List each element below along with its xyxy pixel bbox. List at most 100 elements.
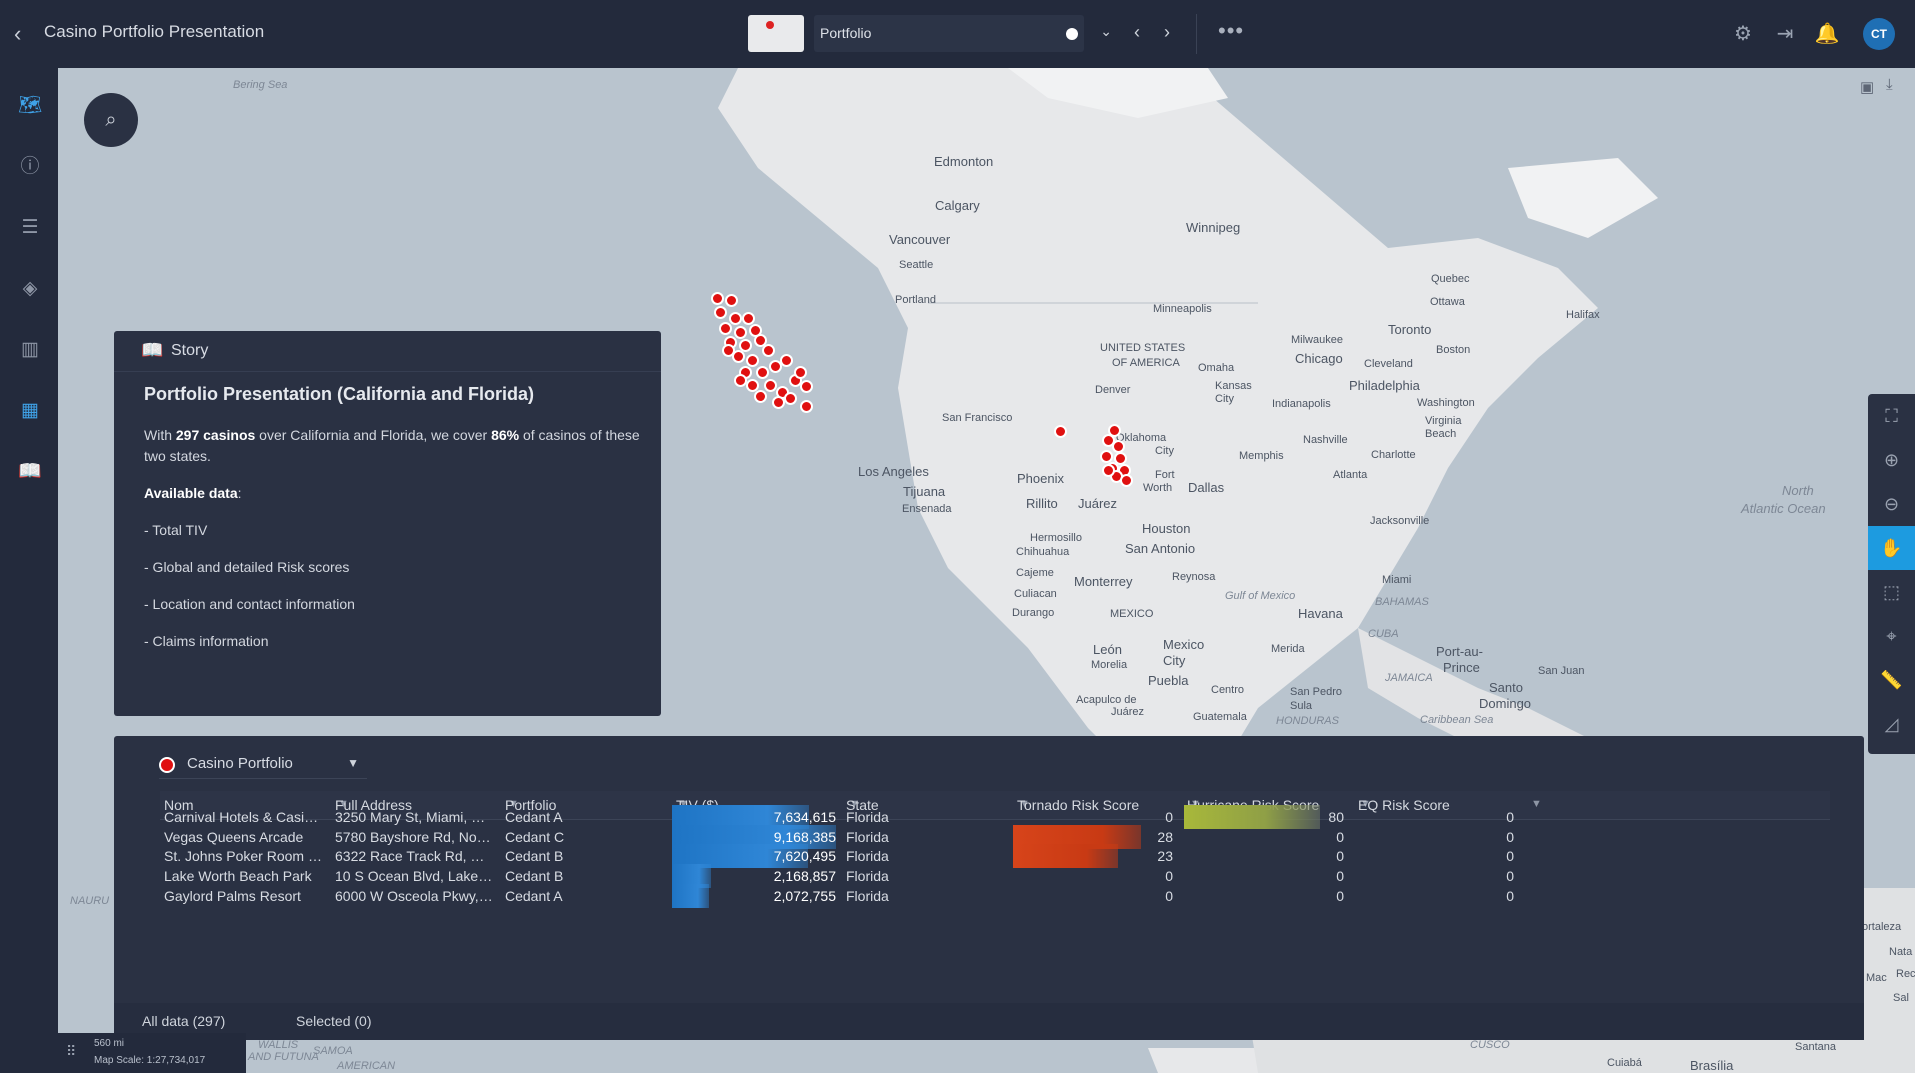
select-cursor-icon[interactable]: ⌖ — [1886, 626, 1897, 646]
casino-marker[interactable] — [1102, 464, 1115, 477]
pan-hand-icon[interactable]: ✋ — [1868, 526, 1915, 570]
column-header-portfolio[interactable]: Portfolio — [505, 797, 557, 813]
casino-marker[interactable] — [1108, 424, 1121, 437]
casino-marker[interactable] — [1112, 440, 1125, 453]
casino-marker[interactable] — [1100, 450, 1113, 463]
casino-marker[interactable] — [734, 326, 747, 339]
casino-marker[interactable] — [772, 396, 785, 409]
more-options-icon[interactable]: ••• — [1218, 18, 1245, 43]
map-label: Milwaukee — [1291, 334, 1343, 346]
next-arrow-icon[interactable]: › — [1164, 22, 1170, 42]
chevron-down-icon[interactable]: ⌄ — [1100, 23, 1112, 39]
map-label: Centro — [1211, 684, 1245, 696]
cell-state: Florida — [846, 828, 889, 845]
column-header-full-address[interactable]: Full Address — [335, 797, 413, 813]
filter-icon[interactable]: ▼ — [1019, 798, 1030, 810]
casino-marker[interactable] — [1054, 425, 1067, 438]
map-label: San Francisco — [942, 412, 1013, 424]
casino-marker[interactable] — [762, 344, 775, 357]
drag-handle-icon[interactable]: ⠿ — [66, 1043, 77, 1059]
info-icon[interactable]: ⓘ — [20, 156, 40, 177]
map-label: Boston — [1436, 344, 1471, 356]
column-header-tornado-risk[interactable]: Tornado Risk Score — [1017, 797, 1140, 813]
cell-address: 10 S Ocean Blvd, Lake Worth Beach — [335, 868, 493, 885]
casino-marker[interactable] — [756, 366, 769, 379]
casino-marker[interactable] — [754, 334, 767, 347]
table-row[interactable]: Gaylord Palms Resort 6000 W Osceola Pkwy,… — [160, 883, 1830, 908]
map-label: Charlotte — [1371, 449, 1416, 461]
casino-marker[interactable] — [800, 400, 813, 413]
zoom-in-icon[interactable]: ⊕ — [1883, 450, 1900, 470]
casino-marker[interactable] — [732, 350, 745, 363]
filter-icon[interactable]: ▼ — [1531, 798, 1542, 810]
ruler-icon[interactable]: 📏 — [1880, 670, 1903, 690]
filter-icon[interactable]: ▼ — [849, 798, 860, 810]
map-icon[interactable]: 🗺 — [17, 95, 43, 116]
casino-marker[interactable] — [764, 379, 777, 392]
casino-marker[interactable] — [746, 379, 759, 392]
casino-marker[interactable] — [746, 354, 759, 367]
casino-marker[interactable] — [714, 306, 727, 319]
map-label: Santana — [1795, 1041, 1836, 1053]
map-label: Chicago — [1295, 351, 1343, 366]
filter-icon[interactable]: ▼ — [678, 798, 689, 810]
chart-icon[interactable]: ▥ — [21, 339, 39, 360]
casino-marker[interactable] — [780, 354, 793, 367]
map-thumbnail[interactable] — [748, 15, 804, 52]
casino-marker[interactable] — [722, 344, 735, 357]
filter-icon[interactable]: ▼ — [1360, 798, 1371, 810]
column-header-state[interactable]: State — [846, 797, 879, 813]
cell-tornado: 0 — [1165, 868, 1173, 885]
casino-marker[interactable] — [725, 294, 738, 307]
column-header-eq-risk[interactable]: EQ Risk Score — [1358, 797, 1450, 813]
previous-arrow-icon[interactable]: ‹ — [1134, 22, 1140, 42]
caret-down-icon[interactable]: ▼ — [347, 756, 359, 770]
filter-icon[interactable]: ▼ — [508, 798, 519, 810]
map-search-button[interactable]: ⌕ — [84, 93, 138, 147]
map-toolbar: ⛶ ⊕ ⊖ ✋ ⬚ ⌖ 📏 ◿ — [1868, 394, 1915, 754]
tab-selected[interactable]: Selected (0) — [296, 1013, 372, 1029]
layers-icon[interactable]: ◈ — [22, 278, 38, 299]
download-icon[interactable]: ⤓ — [1886, 76, 1893, 93]
casino-marker[interactable] — [711, 292, 724, 305]
tab-all-data[interactable]: All data (297) — [142, 1013, 226, 1029]
casino-marker[interactable] — [719, 322, 732, 335]
map-label: León — [1093, 642, 1122, 657]
logout-icon[interactable]: ⇥ — [1776, 23, 1794, 45]
portfolio-select[interactable]: Portfolio ⌄ — [814, 15, 1112, 52]
fullscreen-icon[interactable]: ⛶ — [1885, 406, 1898, 426]
export-image-icon[interactable]: ▣ — [1860, 79, 1875, 96]
casino-marker[interactable] — [734, 374, 747, 387]
book-icon[interactable]: 📖 — [18, 461, 42, 482]
select-box-icon[interactable]: ⬚ — [1882, 582, 1900, 602]
bell-icon[interactable]: 🔔 — [1814, 23, 1840, 45]
casino-marker[interactable] — [739, 339, 752, 352]
casino-marker[interactable] — [784, 392, 797, 405]
list-icon[interactable]: ☰ — [21, 217, 39, 238]
avatar[interactable]: CT — [1863, 18, 1895, 50]
zoom-out-icon[interactable]: ⊖ — [1883, 494, 1900, 514]
scale-distance: 560 mi — [94, 1038, 125, 1049]
filter-icon[interactable]: ▼ — [338, 798, 349, 810]
table-icon[interactable]: ▦ — [21, 400, 39, 421]
map-scale: ⠿ 560 mi Map Scale: 1:27,734,017 — [58, 1033, 246, 1073]
casino-marker[interactable] — [754, 390, 767, 403]
divider — [1196, 14, 1197, 54]
column-header-nom[interactable]: Nom — [164, 797, 194, 813]
casino-marker[interactable] — [1120, 474, 1133, 487]
gear-icon[interactable]: ⚙ — [1734, 23, 1752, 45]
table-row[interactable]: St. Johns Poker Room and Casino 6322 Race… — [160, 844, 1830, 869]
cell-state: Florida — [846, 887, 889, 904]
back-arrow-icon[interactable]: ‹ — [14, 21, 22, 46]
casino-marker[interactable] — [742, 312, 755, 325]
layer-select[interactable]: Casino Portfolio ▼ — [159, 750, 367, 779]
casino-marker[interactable] — [729, 312, 742, 325]
casino-marker[interactable] — [800, 380, 813, 393]
casino-marker[interactable] — [794, 366, 807, 379]
map-label: Ottawa — [1430, 296, 1465, 308]
area-measure-icon[interactable]: ◿ — [1884, 714, 1899, 734]
cell-state: Florida — [846, 809, 889, 825]
casino-marker[interactable] — [769, 360, 782, 373]
map-label: AND FUTUNA — [248, 1051, 319, 1063]
filter-icon[interactable]: ▼ — [1190, 798, 1201, 810]
